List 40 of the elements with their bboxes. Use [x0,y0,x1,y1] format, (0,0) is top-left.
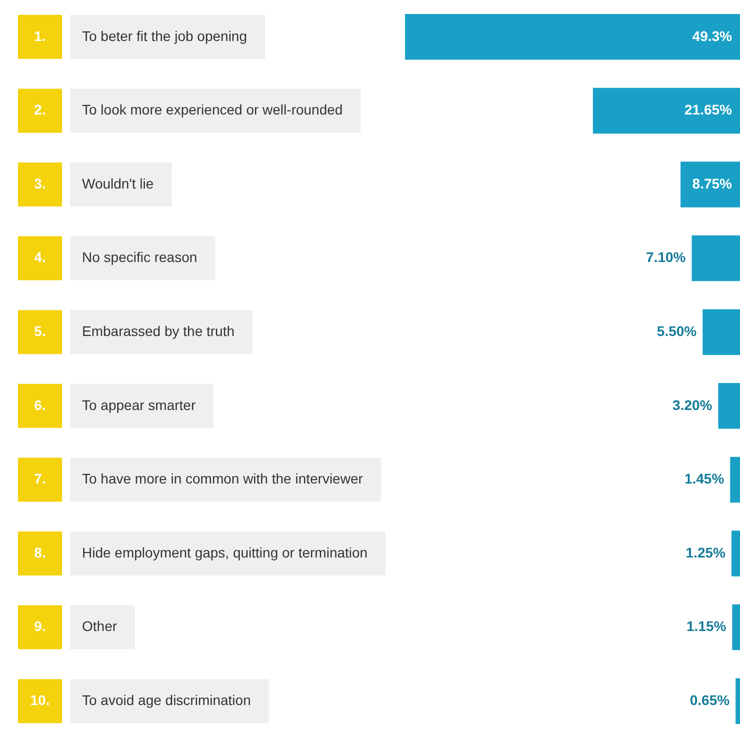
data-label: 1.25% [686,544,726,560]
data-label: 1.15% [686,618,727,634]
data-label: 21.65% [684,102,733,118]
text: 7. [34,470,46,487]
y-tick-label: Hide employment gaps, quitting or termination [82,544,368,560]
bar [592,88,740,134]
bar [732,604,740,650]
y-tick-label: To avoid age discrimination [82,692,251,708]
bar [730,456,740,503]
data-label: 49.3% [692,28,733,44]
y-tick-label: Wouldn't lie [82,175,154,192]
y-tick-label: To look more experienced or well-rounded [82,102,343,118]
bar [405,14,740,60]
text: 9. [34,618,46,634]
data-label: 3.20% [672,396,713,413]
bar [718,383,740,429]
bar [702,309,740,355]
text: 1. [34,28,46,44]
text: 8. [34,544,46,560]
text: 4. [34,249,46,266]
y-tick-label: To appear smarter [82,396,196,413]
text: 2. [34,102,46,118]
text: 6. [34,396,46,413]
data-label: 5.50% [656,322,698,339]
y-tick-label: Embarassed by the truth [82,322,235,339]
bar [680,162,740,208]
bar [732,530,740,576]
data-label: 8.75% [692,175,733,192]
text: 10. [30,692,50,708]
y-tick-label: Other [82,618,118,634]
text: 3. [34,175,46,192]
bar [736,678,740,724]
text: 5. [34,322,46,339]
data-label: 7.10% [646,249,686,266]
data-label: 1.45% [684,470,725,487]
data-label: 0.65% [690,692,730,708]
bar [692,235,740,282]
y-tick-label: To have more in common with the interviewer [82,470,364,487]
y-tick-label: To beter fit the job opening [82,28,248,44]
y-tick-label: No specific reason [82,249,198,266]
